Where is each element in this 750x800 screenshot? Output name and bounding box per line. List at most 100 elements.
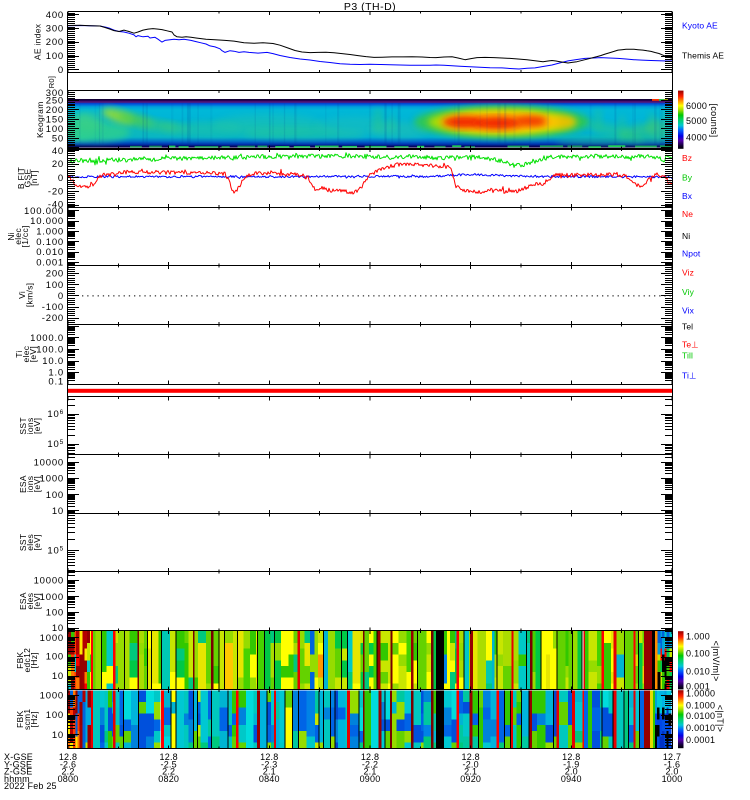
svg-text:100: 100: [46, 490, 64, 501]
svg-text:100.0: 100.0: [36, 344, 64, 355]
svg-text:2022 Feb 25: 2022 Feb 25: [4, 781, 57, 791]
svg-text:200: 200: [46, 105, 64, 116]
svg-text:1.000: 1.000: [36, 227, 64, 238]
svg-text:FBK: FBK: [15, 651, 25, 668]
svg-text:scm1: scm1: [22, 709, 32, 731]
svg-text:X-GSE: X-GSE: [4, 752, 33, 762]
svg-text:100: 100: [46, 652, 64, 663]
svg-text:1000: 1000: [40, 690, 64, 701]
svg-text:<|nT|>: <|nT|>: [715, 705, 725, 733]
svg-text:[km/s]: [km/s]: [25, 283, 35, 307]
svg-text:Keogram: Keogram: [35, 101, 45, 138]
svg-text:0.001: 0.001: [686, 682, 710, 692]
svg-text:100: 100: [46, 124, 64, 135]
svg-text:elec: elec: [13, 228, 23, 245]
svg-text:12.8: 12.8: [260, 752, 278, 762]
svg-text:100: 100: [46, 710, 64, 721]
svg-text:Bx: Bx: [682, 191, 693, 201]
svg-text:2.1: 2.1: [363, 767, 376, 777]
svg-text:12.8: 12.8: [562, 752, 580, 762]
svg-text:10.000: 10.000: [30, 216, 64, 227]
svg-text:100: 100: [46, 607, 64, 618]
svg-text:-1.9: -1.9: [563, 759, 579, 769]
svg-text:106: 106: [47, 409, 64, 420]
svg-text:-40: -40: [48, 200, 64, 211]
svg-text:Ni: Ni: [6, 232, 16, 241]
svg-text:Till: Till: [682, 350, 693, 360]
svg-text:Ni: Ni: [682, 231, 690, 241]
svg-text:12.7: 12.7: [663, 752, 681, 762]
svg-text:[1/cc]: [1/cc]: [20, 225, 30, 247]
svg-text:ESA: ESA: [18, 475, 28, 493]
svg-text:Kyoto AE: Kyoto AE: [682, 21, 718, 31]
svg-text:1.000: 1.000: [686, 632, 710, 642]
svg-text:[eV]: [eV]: [28, 346, 38, 362]
svg-text:edc12: edc12: [22, 648, 32, 673]
svg-text:1000: 1000: [40, 633, 64, 644]
svg-text:[eV]: [eV]: [32, 418, 42, 434]
svg-text:Y-GSE: Y-GSE: [4, 759, 32, 769]
svg-text:SST: SST: [18, 417, 28, 434]
svg-text:[eV]: [eV]: [32, 534, 42, 550]
svg-text:0.010: 0.010: [686, 667, 710, 677]
svg-text:SST: SST: [18, 534, 28, 551]
svg-text:Viy: Viy: [682, 287, 695, 297]
svg-text:100: 100: [46, 51, 64, 62]
svg-text:0: 0: [58, 65, 64, 76]
svg-text:0.100: 0.100: [686, 648, 710, 658]
svg-text:10: 10: [52, 730, 64, 741]
svg-text:0820: 0820: [158, 774, 179, 784]
svg-text:2.2: 2.2: [162, 767, 175, 777]
svg-text:-2.6: -2.6: [60, 759, 76, 769]
svg-text:[eV]: [eV]: [32, 476, 42, 492]
svg-text:-2.2: -2.2: [362, 759, 378, 769]
svg-text:-100: -100: [42, 302, 64, 313]
svg-text:10000: 10000: [34, 457, 64, 468]
svg-text:300: 300: [46, 23, 64, 34]
svg-text:<|mV/m|>: <|mV/m|>: [711, 640, 721, 681]
svg-text:R0]: R0]: [47, 76, 56, 89]
svg-text:0840: 0840: [259, 774, 280, 784]
svg-text:Bz: Bz: [682, 153, 692, 163]
svg-text:By: By: [682, 172, 693, 182]
svg-text:2.2: 2.2: [61, 767, 74, 777]
svg-text:ions: ions: [25, 418, 35, 435]
svg-text:40: 40: [52, 146, 64, 157]
svg-text:eles: eles: [25, 593, 35, 610]
svg-text:6000: 6000: [686, 101, 707, 111]
svg-text:Npot: Npot: [682, 249, 701, 259]
svg-text:Ti⊥: Ti⊥: [682, 370, 697, 380]
svg-text:Ne: Ne: [682, 209, 693, 219]
svg-text:0900: 0900: [360, 774, 381, 784]
svg-text:10000: 10000: [34, 575, 64, 586]
svg-text:2.0: 2.0: [665, 767, 678, 777]
svg-text:200: 200: [46, 37, 64, 48]
svg-text:1000: 1000: [40, 592, 64, 603]
svg-text:200: 200: [46, 269, 64, 280]
svg-text:2.1: 2.1: [464, 767, 477, 777]
svg-text:FBK: FBK: [15, 711, 25, 728]
svg-text:Tel: Tel: [682, 322, 693, 332]
svg-text:100: 100: [46, 280, 64, 291]
svg-text:0.0100: 0.0100: [686, 711, 715, 721]
svg-text:Vix: Vix: [682, 305, 695, 315]
svg-text:Vi: Vi: [17, 291, 27, 299]
svg-text:0.1000: 0.1000: [686, 700, 715, 710]
svg-text:1000: 1000: [662, 774, 683, 784]
svg-text:50: 50: [52, 133, 64, 144]
svg-text:12.8: 12.8: [160, 752, 178, 762]
svg-text:12.8: 12.8: [361, 752, 379, 762]
svg-text:1000: 1000: [40, 474, 64, 485]
svg-text:0.0010: 0.0010: [686, 723, 715, 733]
svg-text:4000: 4000: [686, 133, 707, 143]
svg-text:Z-GSE: Z-GSE: [4, 767, 33, 777]
svg-text:[counts]: [counts]: [709, 104, 719, 138]
svg-text:Ti: Ti: [14, 350, 24, 357]
svg-text:0.010: 0.010: [36, 247, 64, 258]
svg-text:2.1: 2.1: [263, 767, 276, 777]
svg-text:Viz: Viz: [682, 268, 694, 278]
svg-text:10: 10: [52, 506, 64, 517]
svg-text:[nT]: [nT]: [29, 170, 39, 186]
svg-text:10.0: 10.0: [42, 356, 64, 367]
svg-text:20: 20: [52, 159, 64, 170]
